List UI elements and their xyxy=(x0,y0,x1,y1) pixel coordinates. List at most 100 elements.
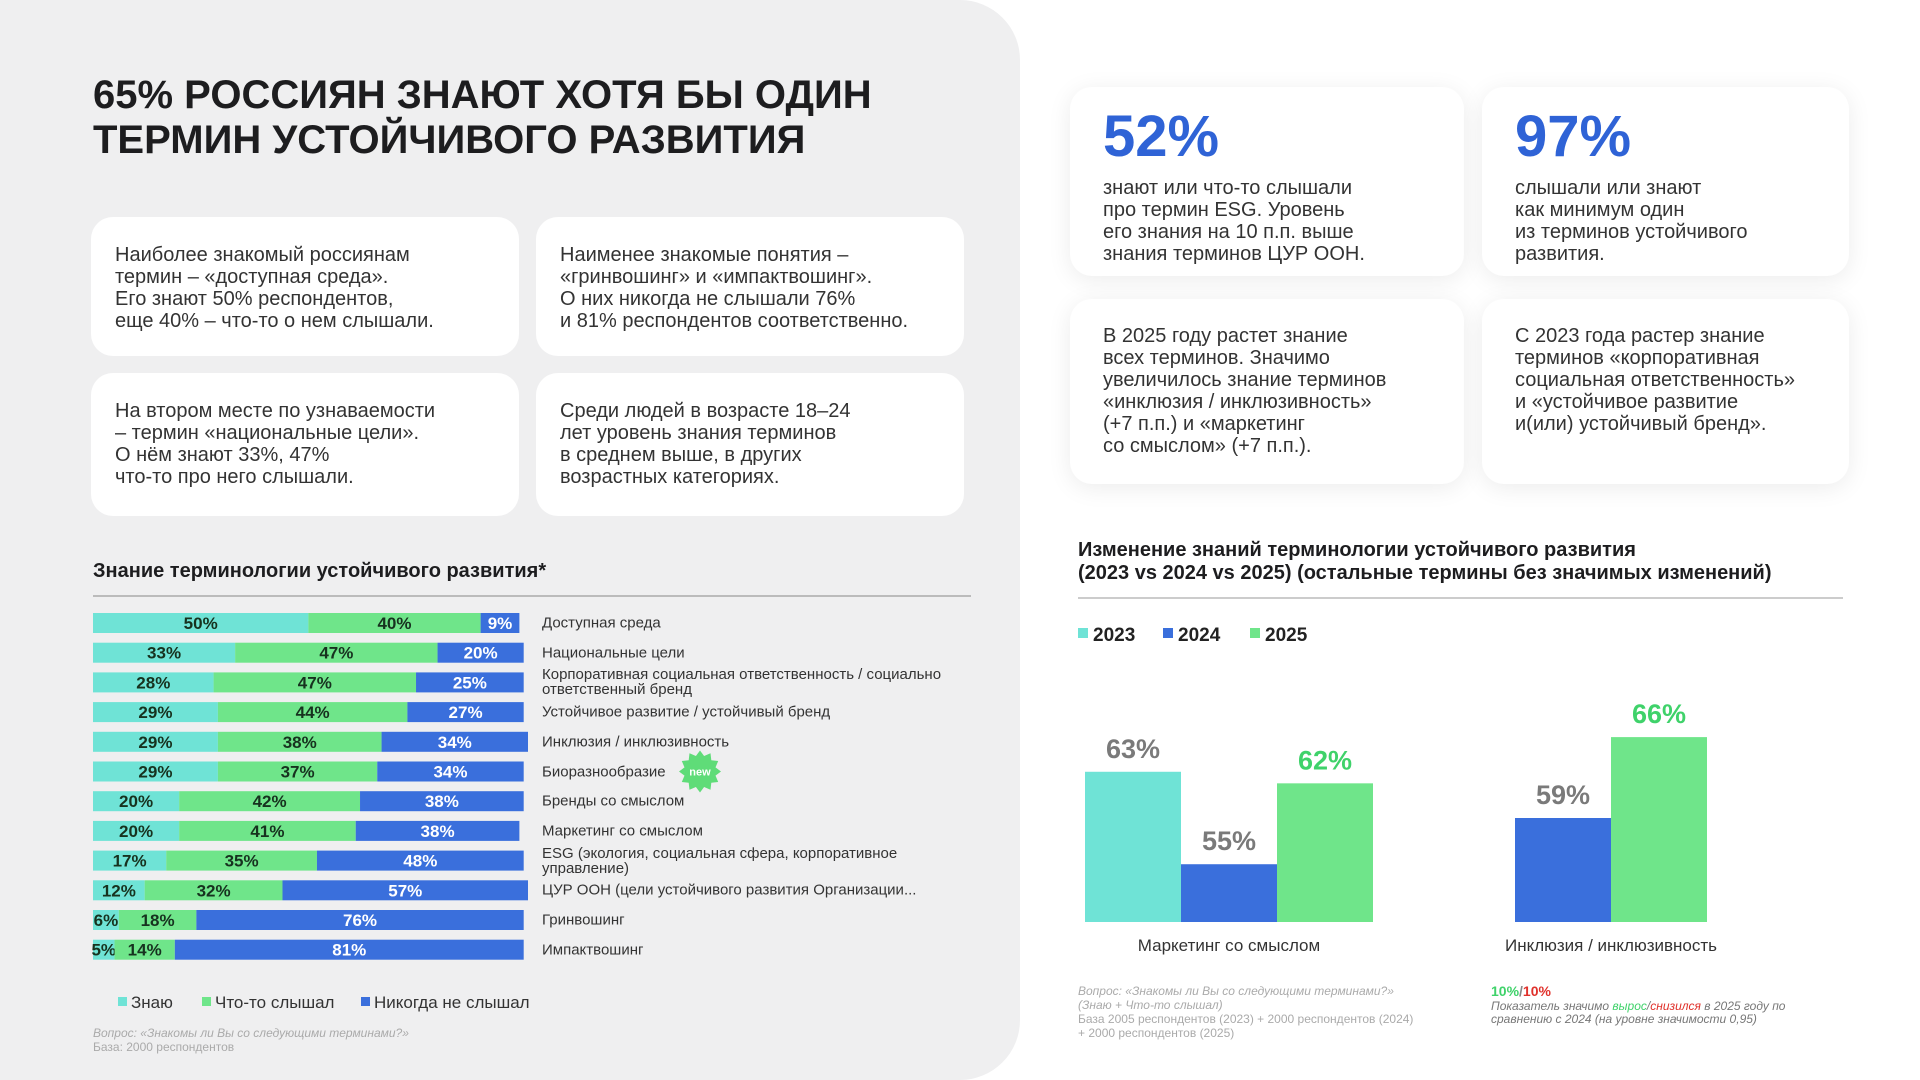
value-label: 32% xyxy=(197,881,231,900)
bar-segment xyxy=(381,731,528,752)
page-title: 65% РОССИЯН ЗНАЮТ ХОТЯ БЫ ОДИН ТЕРМИН УСТ… xyxy=(93,73,872,163)
category-label: Устойчивое развитие / устойчивый бренд xyxy=(542,703,831,721)
value-label: 62% xyxy=(1298,745,1352,775)
text-line: На втором месте по узнаваемости xyxy=(115,400,436,422)
bar-segment xyxy=(93,910,119,930)
text-line: социальная ответственность» xyxy=(1515,369,1795,391)
info-card: Наименее знакомые понятия – «гринвошинг» … xyxy=(536,217,964,356)
legend-swatch xyxy=(1078,628,1088,638)
key-down: 10% xyxy=(1522,983,1551,999)
text-line: возрастных категориях. xyxy=(560,466,780,488)
bar-segment xyxy=(93,791,180,812)
bar-segment xyxy=(316,850,524,871)
value-label: 37% xyxy=(281,763,315,782)
text-line: – термин «национальные цели». xyxy=(115,422,419,444)
bar-segment xyxy=(437,642,524,663)
value-label: 41% xyxy=(250,822,284,841)
category-label: Гринвошинг xyxy=(542,911,625,929)
bar-segment xyxy=(377,761,524,782)
key-text-part: снизился xyxy=(1650,999,1701,1013)
bar-segment xyxy=(217,761,378,782)
text-line: 65% РОССИЯН ЗНАЮТ ХОТЯ БЫ ОДИН xyxy=(93,73,872,117)
category-label: ЦУР ООН (цели устойчивого развития Орган… xyxy=(542,881,917,899)
bar-segment xyxy=(217,731,382,752)
key-separator: / xyxy=(1519,983,1523,999)
text-line: еще 40% – что-то о нем слышали. xyxy=(115,310,434,332)
text-line: из терминов устойчивого xyxy=(1515,221,1748,243)
footnote: + 2000 респондентов (2025) xyxy=(1078,1026,1234,1040)
info-card: С 2023 года растер знание терминов «корпо… xyxy=(1482,299,1849,484)
bar-segment xyxy=(93,850,167,871)
footnote: База: 2000 респондентов xyxy=(93,1040,234,1054)
bar-segment xyxy=(179,791,361,812)
text-line: В 2025 году растет знание xyxy=(1103,325,1348,347)
legend-swatch xyxy=(361,997,370,1006)
footnote: Вопрос: «Знакомы ли Вы со следующими тер… xyxy=(1078,984,1394,998)
footnote: (Знаю + Что-то слышал) xyxy=(1078,998,1223,1012)
text-line: и 81% респондентов соответственно. xyxy=(560,310,909,332)
text-line: и(или) устойчивый бренд». xyxy=(1515,413,1767,435)
bar-segment xyxy=(93,939,115,960)
bar-segment xyxy=(93,642,236,663)
bar-segment xyxy=(235,642,438,663)
stat-card: 97% слышали или знают как минимум один из т… xyxy=(1482,87,1849,276)
text-line: Наименее знакомые понятия – xyxy=(560,244,849,266)
category-label: ESG (экология, социальная сфера, корпора… xyxy=(542,844,898,877)
bar-segment xyxy=(93,702,218,723)
bar-segment xyxy=(179,820,356,841)
bar-segment xyxy=(355,820,520,841)
value-label: 6% xyxy=(94,911,119,930)
stat-figure: 97% xyxy=(1515,104,1632,169)
bar-segment xyxy=(93,761,218,782)
value-label: 44% xyxy=(296,703,330,722)
text-line: лет уровень знания терминов xyxy=(560,422,837,444)
value-label: 34% xyxy=(438,733,472,752)
value-label: 47% xyxy=(319,644,353,663)
bar-segment xyxy=(93,880,145,901)
category-label: Биоразнообразие xyxy=(542,763,666,780)
text-line: С 2023 года растер знание xyxy=(1515,325,1765,347)
category-label: Импактвошинг xyxy=(542,941,644,959)
value-label: 20% xyxy=(464,644,498,663)
value-label: 50% xyxy=(184,614,218,633)
bar xyxy=(1085,771,1181,922)
text-line: Наиболее знакомый россиянам xyxy=(115,244,410,266)
text-line: О них никогда не слышали 76% xyxy=(560,288,856,310)
text-line: что-то про него слышали. xyxy=(115,466,354,488)
legend-swatch xyxy=(1163,628,1173,638)
legend-label: 2025 xyxy=(1265,625,1308,646)
text-line: (2023 vs 2024 vs 2025) (остальные термин… xyxy=(1078,562,1772,584)
text-line: как минимум один xyxy=(1515,199,1685,221)
footnote: Вопрос: «Знакомы ли Вы со следующими тер… xyxy=(93,1026,409,1040)
footnote: База 2005 респондентов (2023) + 2000 рес… xyxy=(1078,1012,1413,1026)
value-label: 9% xyxy=(488,614,513,633)
category-label: Доступная среда xyxy=(542,614,661,632)
text-line: Среди людей в возрасте 18–24 xyxy=(560,400,851,422)
key-text-part: / xyxy=(1646,999,1651,1013)
text-line: «гринвошинг» и «импактвошинг». xyxy=(560,266,873,288)
text-line: развития. xyxy=(1515,243,1605,265)
legend-swatch xyxy=(118,997,127,1006)
category-label: Инклюзия / инклюзивность xyxy=(1505,936,1717,955)
value-label: 35% xyxy=(225,852,259,871)
key-text-part: Показатель значимо xyxy=(1491,999,1613,1013)
category-label: Инклюзия / инклюзивность xyxy=(542,733,730,751)
value-label: 59% xyxy=(1536,780,1590,810)
info-card: В 2025 году растет знание всех терминов. … xyxy=(1070,299,1464,484)
value-label: 20% xyxy=(119,792,153,811)
legend-label: 2024 xyxy=(1178,625,1221,646)
value-label: 14% xyxy=(128,941,162,960)
value-label: 48% xyxy=(403,852,437,871)
text-line: О нём знают 33%, 47% xyxy=(115,444,330,466)
value-label: 38% xyxy=(425,792,459,811)
text-line: и «устойчивое развитие xyxy=(1515,391,1739,413)
bar-segment xyxy=(196,910,524,930)
value-label: 17% xyxy=(113,852,147,871)
legend-label: Что-то слышал xyxy=(215,993,334,1012)
value-label: 20% xyxy=(119,822,153,841)
bar xyxy=(1515,818,1611,922)
text-line: термин – «доступная среда». xyxy=(115,266,389,288)
value-label: 12% xyxy=(102,881,136,900)
bar-segment xyxy=(118,910,197,930)
